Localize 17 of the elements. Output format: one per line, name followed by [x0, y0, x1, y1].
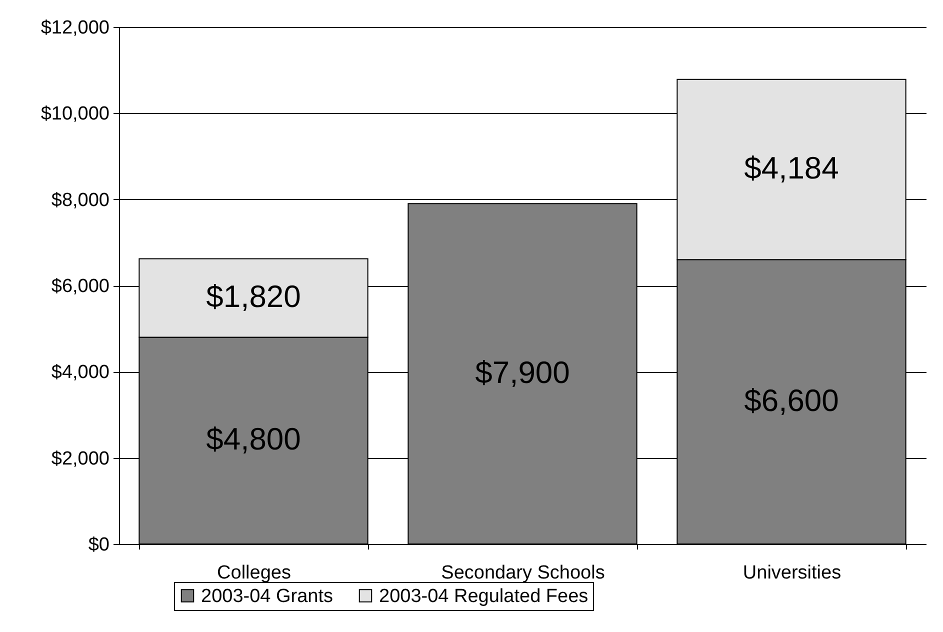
x-tick-label: Secondary Schools [441, 562, 605, 584]
data-label: $1,820 [206, 278, 301, 314]
y-tick-label: $8,000 [51, 190, 110, 211]
y-tick-label: $2,000 [51, 448, 110, 470]
y-tick-label: $10,000 [40, 104, 110, 125]
y-tick-label: $4,000 [51, 362, 110, 384]
y-tick-label: $12,000 [40, 18, 110, 38]
legend-label: 2003-04 Grants [201, 586, 334, 607]
data-label: $4,184 [744, 150, 839, 186]
data-label: $4,800 [206, 422, 301, 457]
x-tick-label: Universities [742, 562, 842, 584]
x-tick-label: Colleges [217, 562, 291, 584]
legend-label: 2003-04 Regulated Fees [379, 586, 588, 607]
y-tick-label: $6,000 [51, 276, 110, 297]
data-label: $6,600 [744, 382, 839, 418]
y-tick-label: $0 [88, 534, 110, 556]
data-label: $7,900 [475, 354, 570, 390]
